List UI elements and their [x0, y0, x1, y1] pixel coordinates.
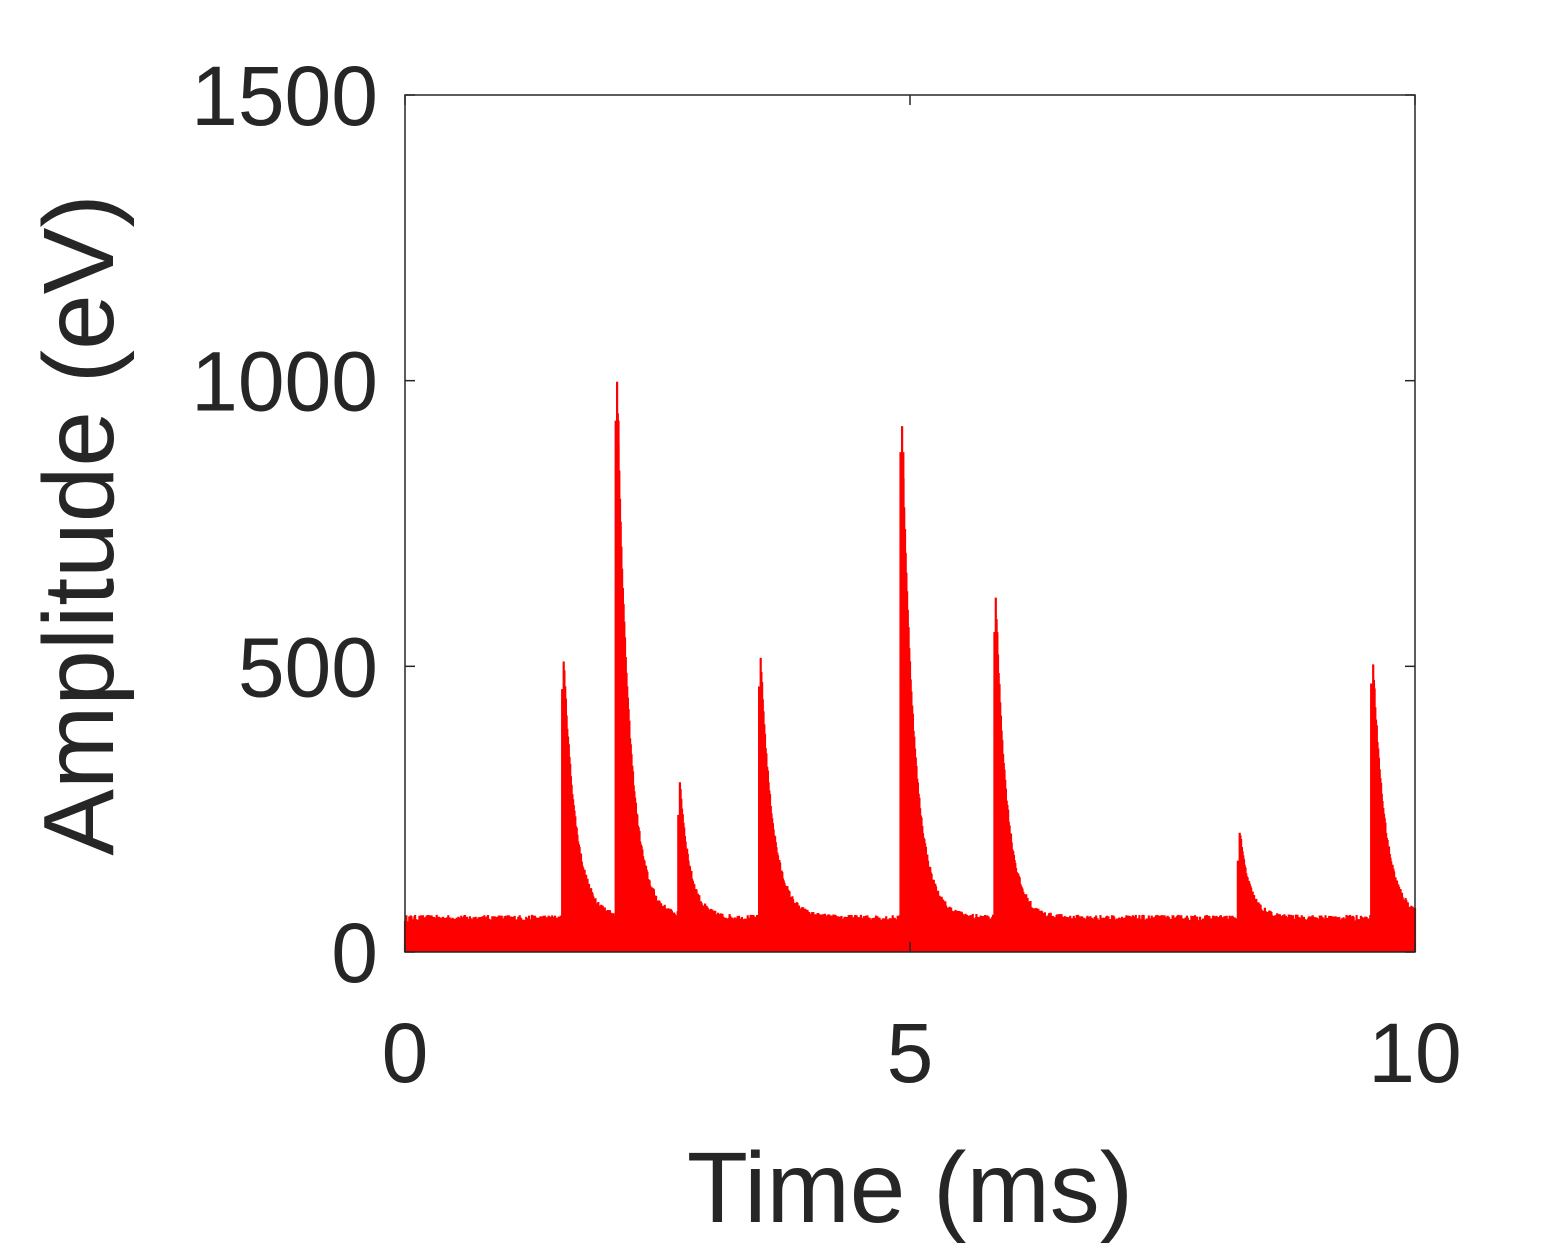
tick-layer: 0 5 10 0 500 1000 1500: [191, 49, 1462, 1100]
y-tick-label: 500: [238, 620, 378, 714]
x-tick-label: 5: [887, 1006, 934, 1100]
y-tick-label: 1000: [191, 335, 378, 429]
signal-layer: [403, 381, 1417, 952]
x-axis-title: Time (ms): [687, 1132, 1133, 1244]
x-tick-label: 10: [1368, 1006, 1461, 1100]
x-tick-label: 0: [382, 1006, 429, 1100]
y-tick-label: 1500: [191, 49, 378, 143]
y-tick-label: 0: [331, 906, 378, 1000]
y-axis-title: Amplitude (eV): [23, 194, 135, 855]
